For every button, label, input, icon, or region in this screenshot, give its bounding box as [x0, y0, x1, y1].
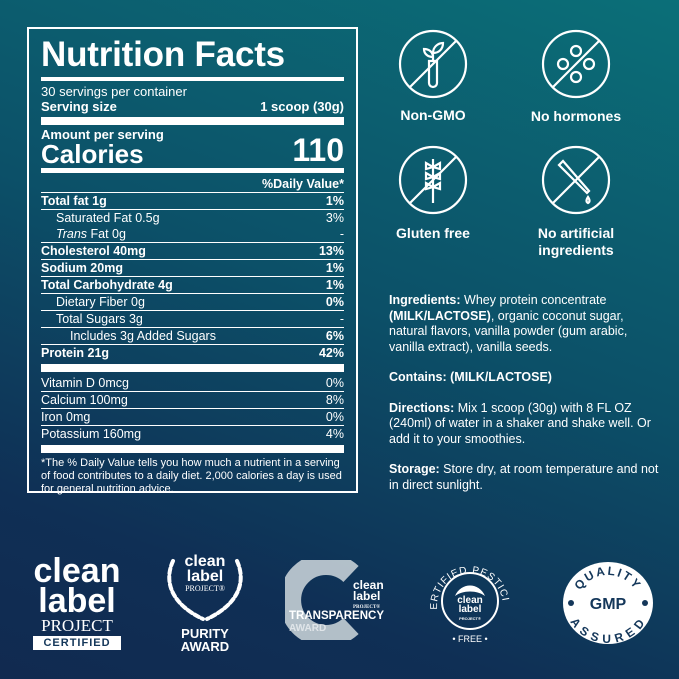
pesticide-logo-text: clean label PROJECT® [457, 595, 483, 622]
gmp-seal-icon: QUALITY ASSURED GMP [563, 562, 653, 644]
serving-size-value: 1 scoop (30g) [260, 99, 344, 114]
nutrient-row: Protein 21g 42% [41, 345, 344, 361]
vitamin-dv: 0% [325, 410, 344, 424]
transparency-logo-text: clean label PROJECT® [353, 578, 384, 610]
nutrient-dv: - [339, 227, 344, 241]
nutrient-dv: 42% [318, 346, 344, 360]
pesticide-seal-icon: CERTIFIED PESTICIDE • FREE • [425, 556, 510, 644]
nutrient-name: Cholesterol 40mg [41, 244, 146, 258]
nutrient-name: Sodium 20mg [41, 261, 123, 275]
contains: Contains: (MILK/LACTOSE) [389, 370, 552, 384]
vitamin-dv: 8% [325, 393, 344, 407]
transparency-text: TRANSPARENCY [289, 610, 384, 622]
feature-label: Gluten free [396, 225, 470, 241]
storage: Storage: Store dry, at room temperature … [389, 462, 659, 492]
label-title: Nutrition Facts [41, 35, 285, 74]
nutrient-name: Total Carbohydrate 4g [41, 278, 173, 292]
vitamin-row: Vitamin D 0mcg 0% [41, 375, 344, 392]
transparency-award-badge: clean label PROJECT® TRANSPARENCY AWARD [285, 560, 395, 640]
nutrient-row: Total Carbohydrate 4g 1% [41, 277, 344, 294]
ingredients: Ingredients: Whey protein concentrate (M… [389, 293, 628, 354]
c-logo-icon [285, 560, 359, 640]
purity-award-badge: clean label PROJECT® PURITY AWARD [155, 553, 255, 653]
nutrient-row: Sodium 20mg 1% [41, 260, 344, 277]
no-gmo-icon [398, 29, 468, 99]
serving-size: Serving size 1 scoop (30g) [41, 99, 344, 114]
nutrient-dv: - [339, 312, 344, 326]
nutrient-row: Total fat 1g 1% [41, 193, 344, 210]
feature-label: Non-GMO [400, 107, 466, 123]
nutrient-row: Total Sugars 3g - [41, 311, 344, 328]
divider [41, 77, 344, 81]
vitamin-name: Iron 0mg [41, 410, 91, 424]
serving-size-label: Serving size [41, 99, 117, 114]
pesticide-free-badge: CERTIFIED PESTICIDE • FREE • cleanlabelP… [425, 556, 515, 646]
svg-text:GMP: GMP [590, 596, 627, 613]
nutrient-row: Dietary Fiber 0g 0% [41, 294, 344, 311]
calories-value: 110 [292, 132, 344, 168]
nutrient-dv: 0% [325, 295, 344, 309]
nutrient-name: Dietary Fiber 0g [56, 295, 145, 309]
nutrient-dv: 1% [325, 261, 344, 275]
calories-label: Calories [41, 139, 144, 169]
nutrient-name: Includes 3g Added Sugars [70, 329, 216, 343]
divider [41, 364, 344, 372]
no-hormones-icon [541, 29, 611, 99]
vitamin-row: Iron 0mg 0% [41, 409, 344, 426]
nutrient-name: Total fat 1g [41, 194, 107, 208]
feature-label: No artificial ingredients [537, 225, 615, 258]
amount-per-serving: Amount per serving [41, 127, 164, 142]
svg-text:• FREE •: • FREE • [452, 634, 487, 644]
nutrient-dv: 6% [325, 329, 344, 343]
award-text: AWARD [289, 623, 327, 634]
vitamin-row: Calcium 100mg 8% [41, 392, 344, 409]
gmp-quality-badge: QUALITY ASSURED GMP [563, 562, 653, 644]
divider [41, 168, 344, 173]
no-artificial-icon [541, 145, 611, 215]
nutrient-name: Protein 21g [41, 346, 110, 360]
vitamin-dv: 0% [325, 376, 344, 390]
nutrient-dv: 1% [325, 278, 344, 292]
nutrient-dv: 1% [325, 194, 344, 208]
nutrient-name: Total Sugars 3g [56, 312, 143, 326]
nutrient-name: Trans Fat 0g [56, 227, 126, 241]
nutrient-row: Includes 3g Added Sugars 6% [41, 328, 344, 345]
nutrition-facts-label: Nutrition Facts 30 servings per containe… [27, 27, 358, 495]
vitamin-name: Calcium 100mg [41, 393, 128, 407]
feature-label: No hormones [530, 108, 622, 124]
nutrient-row: Cholesterol 40mg 13% [41, 243, 344, 260]
vitamin-name: Potassium 160mg [41, 427, 142, 441]
nutrient-row: Saturated Fat 0.5g 3% [41, 210, 344, 226]
nutrient-dv: 13% [318, 244, 344, 258]
vitamin-dv: 4% [325, 427, 344, 441]
nutrient-dv: 3% [325, 211, 344, 225]
vitamin-row: Potassium 160mg 4% [41, 426, 344, 442]
nutrient-name: Saturated Fat 0.5g [56, 211, 160, 225]
divider [41, 117, 344, 125]
calories-section: Amount per serving Calories 110 [41, 127, 344, 169]
gluten-free-icon [398, 145, 468, 215]
dv-header-text: %Daily Value* [262, 177, 344, 191]
dv-header: %Daily Value* [41, 176, 344, 193]
vitamin-name: Vitamin D 0mcg [41, 376, 129, 390]
laurel-icon [167, 559, 243, 621]
footnote: *The % Daily Value tells you how much a … [41, 457, 342, 495]
divider [41, 445, 344, 453]
clean-label-certified-badge: clean label PROJECT CERTIFIED [33, 552, 121, 650]
servings-per-container: 30 servings per container [41, 84, 187, 99]
nutrient-row: Trans Fat 0g - [41, 226, 344, 243]
product-info: Ingredients: Whey protein concentrate (M… [389, 293, 664, 508]
directions: Directions: Mix 1 scoop (30g) with 8 FL … [389, 400, 651, 446]
